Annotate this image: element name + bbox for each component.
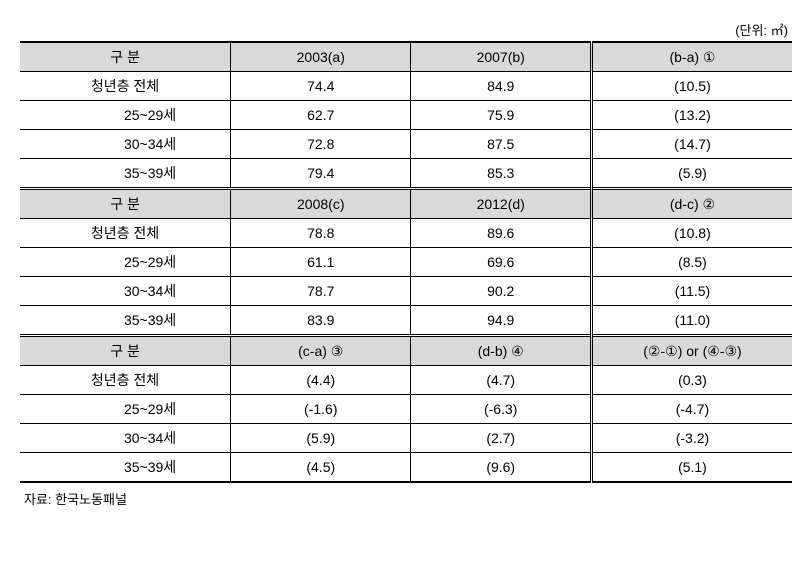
data-table: 구 분2003(a)2007(b)(b-a) ①청년층 전체74.484.9(1… xyxy=(20,41,792,483)
cell: 61.1 xyxy=(231,248,411,277)
cell: 84.9 xyxy=(411,72,591,101)
cell: (2.7) xyxy=(411,424,591,453)
cell: 89.6 xyxy=(411,219,591,248)
cell: (14.7) xyxy=(591,130,792,159)
indent-cell xyxy=(20,130,70,159)
cell: (0.3) xyxy=(591,366,792,395)
row-total-label: 청년층 전체 xyxy=(20,219,231,248)
unit-label: (단위: ㎡) xyxy=(20,20,792,39)
source-label: 자료: 한국노동패널 xyxy=(20,489,792,508)
indent-cell xyxy=(20,159,70,189)
cell: (4.5) xyxy=(231,453,411,483)
col-header: (d-b) ④ xyxy=(411,336,591,366)
cell: 85.3 xyxy=(411,159,591,189)
cell: (9.6) xyxy=(411,453,591,483)
cell: (8.5) xyxy=(591,248,792,277)
col-header: 2008(c) xyxy=(231,189,411,219)
row-age-label: 25~29세 xyxy=(70,395,230,424)
col-header: (c-a) ③ xyxy=(231,336,411,366)
indent-cell xyxy=(20,101,70,130)
cell: 74.4 xyxy=(231,72,411,101)
cell: 69.6 xyxy=(411,248,591,277)
cell: (10.5) xyxy=(591,72,792,101)
row-age-label: 30~34세 xyxy=(70,424,230,453)
cell: 78.7 xyxy=(231,277,411,306)
cell: (4.7) xyxy=(411,366,591,395)
col-header: 2007(b) xyxy=(411,42,591,72)
cell: (5.1) xyxy=(591,453,792,483)
section-header-label: 구 분 xyxy=(20,42,231,72)
row-age-label: 30~34세 xyxy=(70,130,230,159)
section-header-label: 구 분 xyxy=(20,189,231,219)
cell: 78.8 xyxy=(231,219,411,248)
cell: 72.8 xyxy=(231,130,411,159)
cell: (11.0) xyxy=(591,306,792,336)
section-header-label: 구 분 xyxy=(20,336,231,366)
row-age-label: 35~39세 xyxy=(70,159,230,189)
cell: (-4.7) xyxy=(591,395,792,424)
cell: 79.4 xyxy=(231,159,411,189)
col-header: (②-①) or (④-③) xyxy=(591,336,792,366)
cell: (-1.6) xyxy=(231,395,411,424)
cell: (10.8) xyxy=(591,219,792,248)
cell: (11.5) xyxy=(591,277,792,306)
indent-cell xyxy=(20,424,70,453)
row-total-label: 청년층 전체 xyxy=(20,366,231,395)
cell: 83.9 xyxy=(231,306,411,336)
row-age-label: 25~29세 xyxy=(70,101,230,130)
cell: (4.4) xyxy=(231,366,411,395)
indent-cell xyxy=(20,395,70,424)
row-age-label: 35~39세 xyxy=(70,306,230,336)
row-age-label: 30~34세 xyxy=(70,277,230,306)
col-header: (d-c) ② xyxy=(591,189,792,219)
cell: 94.9 xyxy=(411,306,591,336)
cell: (5.9) xyxy=(591,159,792,189)
indent-cell xyxy=(20,248,70,277)
cell: 87.5 xyxy=(411,130,591,159)
row-total-label: 청년층 전체 xyxy=(20,72,231,101)
cell: 90.2 xyxy=(411,277,591,306)
indent-cell xyxy=(20,306,70,336)
row-age-label: 25~29세 xyxy=(70,248,230,277)
cell: 62.7 xyxy=(231,101,411,130)
cell: (-3.2) xyxy=(591,424,792,453)
indent-cell xyxy=(20,277,70,306)
cell: 75.9 xyxy=(411,101,591,130)
col-header: 2012(d) xyxy=(411,189,591,219)
cell: (13.2) xyxy=(591,101,792,130)
cell: (5.9) xyxy=(231,424,411,453)
col-header: 2003(a) xyxy=(231,42,411,72)
indent-cell xyxy=(20,453,70,483)
row-age-label: 35~39세 xyxy=(70,453,230,483)
cell: (-6.3) xyxy=(411,395,591,424)
col-header: (b-a) ① xyxy=(591,42,792,72)
